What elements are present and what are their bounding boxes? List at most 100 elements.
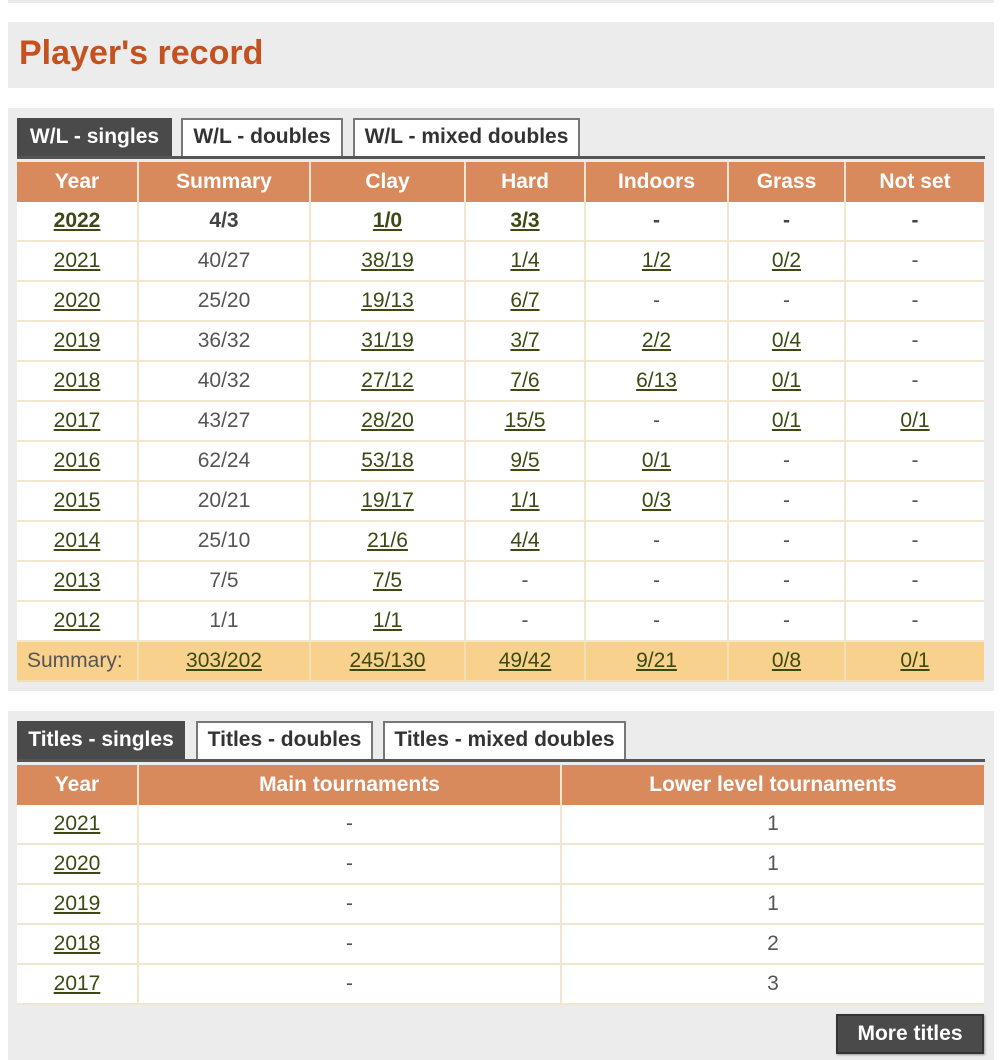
- table-cell: 2021: [17, 805, 139, 845]
- summary-link[interactable]: 0/1: [900, 649, 930, 672]
- summary-cell: Summary:: [17, 641, 139, 682]
- table-cell: 0/4: [728, 321, 846, 362]
- record-link[interactable]: 38/19: [361, 249, 414, 272]
- cell-value: -: [346, 932, 353, 955]
- summary-link[interactable]: 245/130: [349, 649, 426, 672]
- record-link[interactable]: 0/3: [641, 489, 672, 512]
- table-cell: -: [585, 561, 729, 602]
- record-link[interactable]: 31/19: [361, 329, 414, 352]
- tab-wl-doubles[interactable]: W/L - doubles: [181, 118, 343, 156]
- summary-link[interactable]: 9/21: [636, 649, 677, 672]
- record-link[interactable]: 53/18: [361, 449, 414, 472]
- table-cell: 62/24: [138, 441, 311, 482]
- year-link[interactable]: 2014: [53, 529, 101, 552]
- table-cell: -: [845, 321, 984, 362]
- record-link[interactable]: 15/5: [504, 409, 546, 432]
- year-link[interactable]: 2013: [53, 569, 101, 592]
- year-link[interactable]: 2022: [53, 209, 101, 232]
- record-link[interactable]: 0/2: [771, 249, 802, 272]
- record-link[interactable]: 1/1: [372, 609, 403, 632]
- year-link[interactable]: 2021: [53, 812, 101, 835]
- cell-value: 40/27: [197, 249, 251, 272]
- year-link[interactable]: 2019: [53, 329, 101, 352]
- tab-titles-mixed-doubles[interactable]: Titles - mixed doubles: [383, 721, 626, 759]
- tab-titles-singles[interactable]: Titles - singles: [17, 721, 185, 759]
- table-cell: -: [845, 601, 984, 642]
- record-link[interactable]: 21/6: [367, 529, 408, 552]
- cell-value: -: [911, 249, 919, 272]
- record-link[interactable]: 19/13: [361, 289, 414, 312]
- titles-header-row: Year Main tournaments Lower level tourname…: [17, 765, 984, 805]
- year-link[interactable]: 2016: [53, 449, 101, 472]
- year-link[interactable]: 2020: [53, 852, 101, 875]
- table-cell: -: [585, 281, 729, 322]
- table-cell: -: [138, 884, 562, 925]
- record-link[interactable]: 1/0: [372, 209, 403, 232]
- table-cell: 19/17: [310, 481, 466, 522]
- year-link[interactable]: 2017: [53, 409, 101, 432]
- record-link[interactable]: 3/3: [510, 209, 540, 232]
- record-link[interactable]: 27/12: [361, 369, 414, 392]
- record-link[interactable]: 0/1: [641, 449, 672, 472]
- cell-value: -: [783, 289, 790, 312]
- wl-table: Year Summary Clay Hard Indoors Grass Not set 2…: [17, 162, 984, 682]
- table-cell: 1/1: [138, 601, 311, 642]
- table-cell: 2014: [17, 521, 139, 562]
- more-titles-button[interactable]: More titles: [836, 1014, 984, 1054]
- table-cell: 43/27: [138, 401, 311, 442]
- year-link[interactable]: 2017: [53, 972, 101, 995]
- record-link[interactable]: 0/1: [771, 409, 802, 432]
- titles-panel: Titles - singles Titles - doubles Titles…: [8, 711, 994, 1060]
- year-link[interactable]: 2012: [53, 609, 101, 632]
- wl-col-header: Grass: [728, 162, 846, 202]
- year-link[interactable]: 2015: [53, 489, 101, 512]
- record-link[interactable]: 0/4: [771, 329, 802, 352]
- record-link[interactable]: 6/13: [636, 369, 677, 392]
- tab-wl-singles[interactable]: W/L - singles: [17, 118, 172, 156]
- wl-tabs: W/L - singles W/L - doubles W/L - mixed …: [17, 118, 985, 159]
- table-cell: 31/19: [310, 321, 466, 362]
- record-link[interactable]: 4/4: [510, 529, 540, 552]
- table-cell: 7/6: [465, 361, 586, 402]
- year-link[interactable]: 2018: [53, 932, 101, 955]
- page-header: Player's record: [8, 22, 994, 88]
- record-link[interactable]: 19/17: [361, 489, 414, 512]
- record-link[interactable]: 2/2: [641, 329, 672, 352]
- table-cell: -: [585, 601, 729, 642]
- table-row: 2016 62/24 53/18 9/5 0/1 - -: [17, 441, 984, 482]
- table-cell: 2019: [17, 321, 139, 362]
- record-link[interactable]: 0/1: [771, 369, 802, 392]
- cell-value: -: [653, 409, 660, 432]
- summary-link[interactable]: 49/42: [498, 649, 552, 672]
- record-link[interactable]: 6/7: [510, 289, 540, 312]
- cell-value: -: [653, 209, 660, 232]
- record-link[interactable]: 28/20: [361, 409, 414, 432]
- record-link[interactable]: 3/7: [510, 329, 540, 352]
- table-cell: -: [845, 441, 984, 482]
- summary-label: Summary:: [27, 649, 123, 672]
- tab-wl-mixed-doubles[interactable]: W/L - mixed doubles: [353, 118, 580, 156]
- year-link[interactable]: 2021: [53, 249, 101, 272]
- year-link[interactable]: 2019: [53, 892, 101, 915]
- record-link[interactable]: 7/5: [372, 569, 403, 592]
- record-link[interactable]: 9/5: [510, 449, 540, 472]
- table-cell: 3/7: [465, 321, 586, 362]
- record-link[interactable]: 1/4: [510, 249, 540, 272]
- tab-titles-doubles[interactable]: Titles - doubles: [196, 721, 373, 759]
- summary-link[interactable]: 0/8: [771, 649, 802, 672]
- record-link[interactable]: 0/1: [900, 409, 930, 432]
- cell-value: -: [783, 489, 790, 512]
- record-link[interactable]: 1/1: [510, 489, 540, 512]
- table-cell: 53/18: [310, 441, 466, 482]
- table-cell: 21/6: [310, 521, 466, 562]
- record-link[interactable]: 7/6: [510, 369, 540, 392]
- cell-value: -: [783, 529, 790, 552]
- table-cell: 6/13: [585, 361, 729, 402]
- record-link[interactable]: 1/2: [641, 249, 672, 272]
- table-cell: 1: [561, 884, 984, 925]
- table-cell: 2: [561, 924, 984, 965]
- year-link[interactable]: 2020: [53, 289, 101, 312]
- year-link[interactable]: 2018: [53, 369, 101, 392]
- cell-value: -: [911, 569, 919, 592]
- summary-link[interactable]: 303/202: [186, 649, 262, 672]
